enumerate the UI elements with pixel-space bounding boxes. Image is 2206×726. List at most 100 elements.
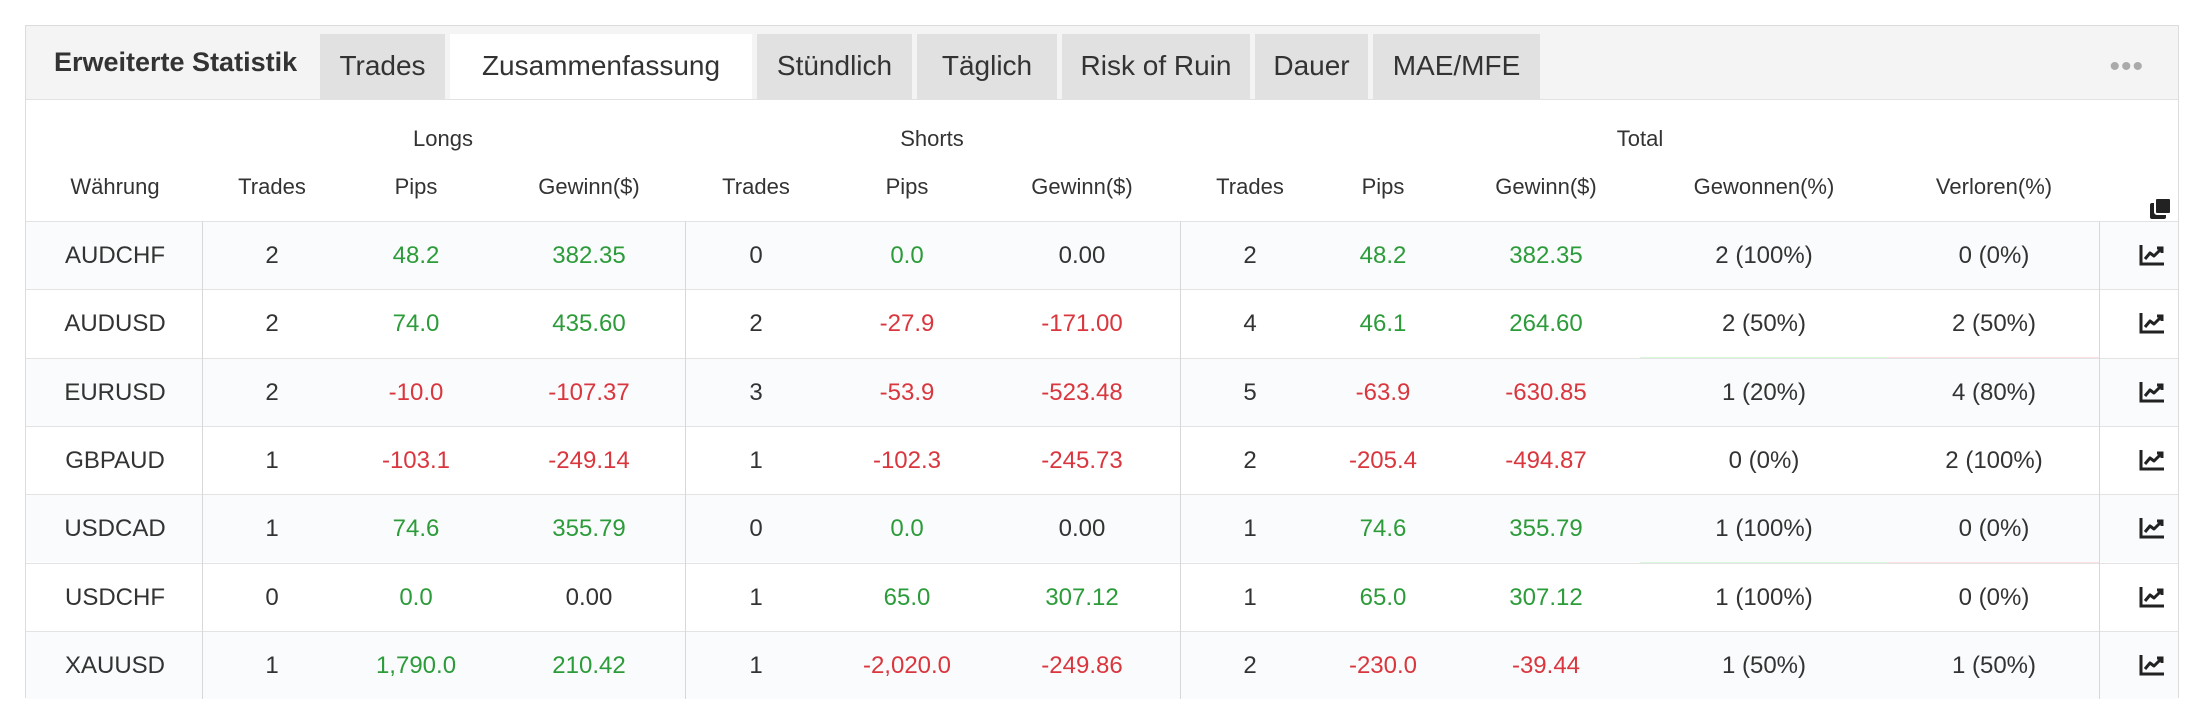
cell-total-profit: 382.35 [1509,242,1583,269]
cell-short-trades: 3 [749,378,763,406]
cell-won: 1 (100%) [1715,583,1813,611]
group-header-longs: Longs [413,126,473,151]
more-options-ellipsis-icon[interactable]: ••• [2109,50,2144,83]
chart-line-icon[interactable] [2139,654,2165,681]
cell-long-pips: -10.0 [388,378,444,406]
cell-total-pips: -230.0 [1348,651,1418,679]
cell-short-profit: -171.00 [1041,310,1123,338]
col-header-short-pips: Pips [885,174,929,199]
cell-total-trades: 4 [1243,310,1257,338]
cell-won: 2 (50%) [1721,310,1807,338]
col-header-long-trades: Trades [238,174,306,199]
tab-taeglich[interactable]: Täglich [917,34,1057,99]
column-divider [685,221,686,699]
cell-currency: XAUUSD [64,651,166,679]
cell-long-profit: 382.35 [552,242,626,269]
table-row: EURUSD 2 -10.0 -107.37 3 -53.9 -523.48 5 -63.9 -6… [26,357,2178,426]
col-header-total-trades: Trades [1216,174,1284,199]
chart-line-icon[interactable] [2139,381,2165,408]
cell-currency: USDCAD [64,515,166,543]
cell-lost: 4 (80%) [1951,378,2037,406]
cell-long-profit: 435.60 [552,310,626,338]
col-header-won: Gewonnen(%) [1693,174,1835,199]
panel-title: Erweiterte Statistik [54,47,298,77]
table-row: AUDCHF 2 48.2 382.35 0 0.0 0.00 2 48.2 382.35 2 (1… [26,221,2178,289]
chart-line-icon[interactable] [2139,449,2165,476]
cell-currency: GBPAUD [65,446,165,474]
cell-long-trades: 1 [265,446,279,474]
cell-total-pips: -63.9 [1355,378,1411,406]
cell-total-pips: 48.2 [1359,242,1407,269]
extended-statistics-panel: Erweiterte Statistik Trades Zusammenfass… [25,25,2179,699]
cell-total-trades: 2 [1243,242,1257,269]
cell-total-trades: 2 [1243,446,1257,474]
tab-bar: Erweiterte Statistik Trades Zusammenfass… [26,26,2178,100]
cell-long-profit: 210.42 [552,651,626,679]
cell-short-pips: 0.0 [890,515,924,543]
tab-dauer[interactable]: Dauer [1255,34,1368,99]
cell-short-trades: 1 [749,446,763,474]
cell-won: 1 (20%) [1721,378,1807,406]
cell-total-profit: -630.85 [1505,378,1587,406]
cell-short-trades: 1 [749,651,763,679]
cell-short-profit: -245.73 [1041,446,1123,474]
table-row: USDCAD 1 74.6 355.79 0 0.0 0.00 1 74.6 355.79 1 (1… [26,494,2178,563]
cell-won: 1 (100%) [1715,515,1813,543]
cell-currency: AUDCHF [65,242,165,269]
cell-long-profit: -249.14 [548,446,630,474]
chart-line-icon[interactable] [2139,244,2165,271]
col-header-total-pips: Pips [1361,174,1405,199]
cell-short-pips: -53.9 [879,378,935,406]
cell-long-pips: -103.1 [381,446,451,474]
chart-line-icon[interactable] [2139,517,2165,544]
col-header-lost: Verloren(%) [1935,174,2053,199]
chart-line-icon[interactable] [2139,586,2165,613]
cell-long-profit: -107.37 [548,378,630,406]
cell-short-trades: 0 [749,515,763,543]
cell-short-pips: -2,020.0 [862,651,952,679]
cell-total-pips: 74.6 [1359,515,1407,543]
cell-short-pips: -27.9 [879,310,935,338]
tab-stuendlich[interactable]: Stündlich [757,34,912,99]
cell-short-trades: 0 [749,242,763,269]
cell-short-profit: 307.12 [1045,583,1119,611]
cell-long-profit: 0.00 [565,583,613,611]
cell-total-pips: -205.4 [1348,446,1418,474]
cell-short-pips: 65.0 [883,583,931,611]
tab-mae-mfe[interactable]: MAE/MFE [1373,34,1540,99]
cell-short-pips: 0.0 [890,242,924,269]
cell-lost: 1 (50%) [1951,651,2037,679]
cell-short-pips: -102.3 [872,446,942,474]
cell-total-profit: -39.44 [1511,651,1581,679]
cell-total-trades: 1 [1243,583,1257,611]
cell-currency: EURUSD [64,378,166,406]
cell-long-pips: 48.2 [392,242,440,269]
tab-zusammenfassung[interactable]: Zusammenfassung [450,34,752,99]
cell-long-pips: 74.6 [392,515,440,543]
cell-short-profit: 0.00 [1058,515,1106,543]
cell-total-profit: 355.79 [1509,515,1583,543]
copy-icon[interactable] [2148,196,2174,227]
cell-lost: 2 (100%) [1945,446,2043,474]
col-header-total-profit: Gewinn($) [1495,174,1597,199]
tab-trades[interactable]: Trades [320,34,445,99]
cell-long-pips: 0.0 [399,583,433,611]
tab-risk-of-ruin[interactable]: Risk of Ruin [1062,34,1250,99]
cell-total-pips: 65.0 [1359,583,1407,611]
cell-long-pips: 74.0 [392,310,440,338]
cell-total-trades: 5 [1243,378,1257,406]
table-row: XAUUSD 1 1,790.0 210.42 1 -2,020.0 -249.86 2 -23… [26,630,2178,699]
table-row: GBPAUD 1 -103.1 -249.14 1 -102.3 -245.73 2 -205.… [26,425,2178,494]
col-header-short-profit: Gewinn($) [1031,174,1133,199]
column-divider [1180,221,1181,699]
column-divider [2099,221,2100,699]
chart-line-icon[interactable] [2139,312,2165,339]
cell-long-trades: 2 [265,242,279,269]
cell-total-profit: 264.60 [1509,310,1583,338]
cell-total-trades: 2 [1243,651,1257,679]
cell-long-trades: 1 [265,651,279,679]
cell-lost: 0 (0%) [1958,242,2030,269]
cell-total-profit: -494.87 [1505,446,1587,474]
group-header-total: Total [1616,126,1664,151]
column-divider [202,221,203,699]
